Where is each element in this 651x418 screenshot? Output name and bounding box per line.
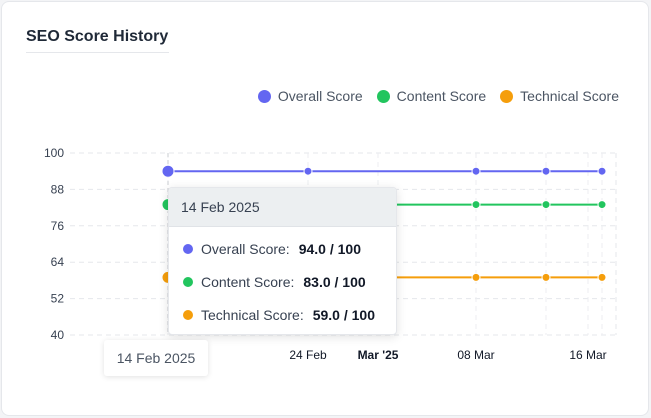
data-point xyxy=(541,200,551,210)
legend-item-content[interactable]: Content Score xyxy=(376,88,487,104)
tooltip-row-technical: Technical Score: 59.0 / 100 xyxy=(183,307,375,323)
y-tick-label: 76 xyxy=(51,219,65,233)
y-tick-label: 40 xyxy=(51,328,65,342)
legend-label: Content Score xyxy=(396,88,487,104)
tooltip-label: Content Score: xyxy=(201,274,295,290)
tooltip-row-content: Content Score: 83.0 / 100 xyxy=(183,274,366,290)
hover-tooltip: 14 Feb 2025 Overall Score: 94.0 / 100 Co… xyxy=(168,187,397,335)
data-point xyxy=(541,166,551,176)
data-point xyxy=(597,166,607,176)
title-underline xyxy=(26,52,169,53)
tooltip-row-overall: Overall Score: 94.0 / 100 xyxy=(183,241,361,257)
legend-marker-icon xyxy=(257,89,271,103)
tooltip-label: Overall Score: xyxy=(201,241,290,257)
x-tick-label: 16 Mar xyxy=(569,348,606,362)
y-tick-label: 64 xyxy=(51,255,65,269)
legend-label: Overall Score xyxy=(277,88,363,104)
legend-marker-icon xyxy=(500,89,514,103)
chart-legend: Overall Score Content Score Technical Sc… xyxy=(257,88,619,104)
x-axis-tooltip: 14 Feb 2025 xyxy=(104,340,208,376)
tooltip-date: 14 Feb 2025 xyxy=(169,188,396,227)
data-point xyxy=(161,164,175,178)
x-tick-label: 08 Mar xyxy=(457,348,494,362)
data-point xyxy=(541,272,551,282)
data-point xyxy=(471,272,481,282)
y-tick-label: 100 xyxy=(44,146,64,160)
series-dot-icon xyxy=(183,310,193,320)
data-point xyxy=(597,272,607,282)
data-point xyxy=(597,200,607,210)
series-dot-icon xyxy=(183,244,193,254)
tooltip-value: 59.0 / 100 xyxy=(312,307,375,323)
x-tick-label: Mar '25 xyxy=(358,348,399,362)
y-tick-label: 52 xyxy=(51,292,65,306)
legend-marker-icon xyxy=(376,89,390,103)
tooltip-value: 83.0 / 100 xyxy=(303,274,366,290)
data-point xyxy=(471,166,481,176)
card-title: SEO Score History xyxy=(26,28,169,45)
y-tick-label: 88 xyxy=(51,182,65,196)
data-point xyxy=(471,200,481,210)
legend-label: Technical Score xyxy=(520,88,619,104)
x-tick-label: 24 Feb xyxy=(289,348,327,362)
data-point xyxy=(303,166,313,176)
series-dot-icon xyxy=(183,277,193,287)
legend-item-technical[interactable]: Technical Score xyxy=(500,88,619,104)
tooltip-value: 94.0 / 100 xyxy=(298,241,361,257)
tooltip-label: Technical Score: xyxy=(201,307,304,323)
legend-item-overall[interactable]: Overall Score xyxy=(257,88,363,104)
